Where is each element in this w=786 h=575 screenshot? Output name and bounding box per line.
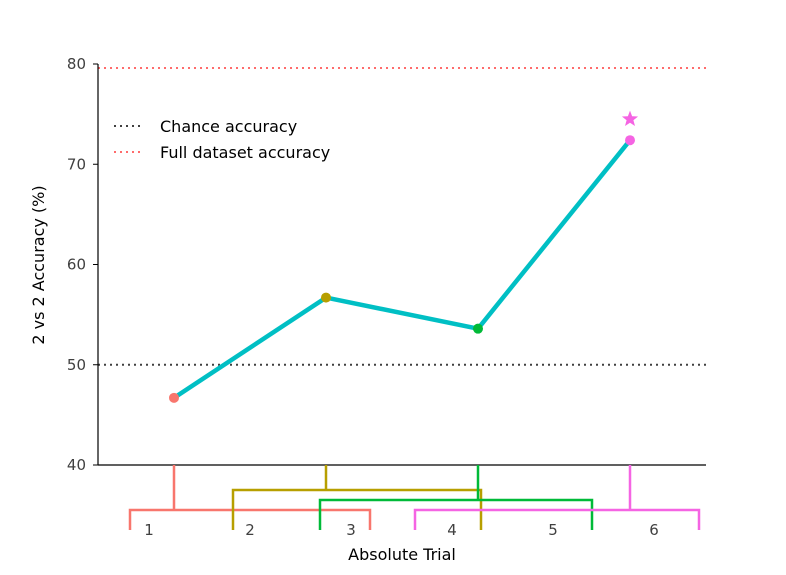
legend-label-2: Full dataset accuracy — [160, 143, 330, 162]
x-axis-label: Absolute Trial — [348, 545, 456, 564]
trial-brackets: 1 2 3 4 5 6 — [128, 465, 701, 539]
series-line — [172, 138, 632, 400]
trial-bracket-2 — [231, 465, 483, 530]
series — [169, 110, 639, 403]
trial-label-1: 1 — [144, 521, 154, 539]
trial-label-3: 3 — [346, 521, 356, 539]
trial-label-4: 4 — [447, 521, 457, 539]
axes: 40 50 60 70 80 — [67, 55, 706, 474]
legend: Chance accuracy Full dataset accuracy — [114, 117, 330, 162]
trial-label-2: 2 — [245, 521, 255, 539]
data-point-4 — [625, 135, 635, 146]
data-point-1 — [169, 392, 179, 403]
data-point-3 — [473, 323, 483, 334]
trial-bracket-4 — [413, 465, 701, 530]
trial-label-6: 6 — [649, 521, 659, 539]
trial-bracket-1 — [128, 465, 372, 530]
trial-bracket-3 — [318, 465, 594, 530]
y-tick-label-80: 80 — [67, 55, 86, 73]
y-axis-label: 2 vs 2 Accuracy (%) — [29, 185, 48, 344]
trial-label-5: 5 — [548, 521, 558, 539]
y-tick-label-70: 70 — [67, 155, 86, 173]
star-marker — [621, 110, 639, 127]
y-tick-label-40: 40 — [67, 456, 86, 474]
y-tick-label-60: 60 — [67, 256, 86, 274]
reference-lines — [98, 67, 706, 366]
legend-label-1: Chance accuracy — [160, 117, 297, 136]
data-point-2 — [321, 292, 331, 303]
y-tick-label-50: 50 — [67, 356, 86, 374]
